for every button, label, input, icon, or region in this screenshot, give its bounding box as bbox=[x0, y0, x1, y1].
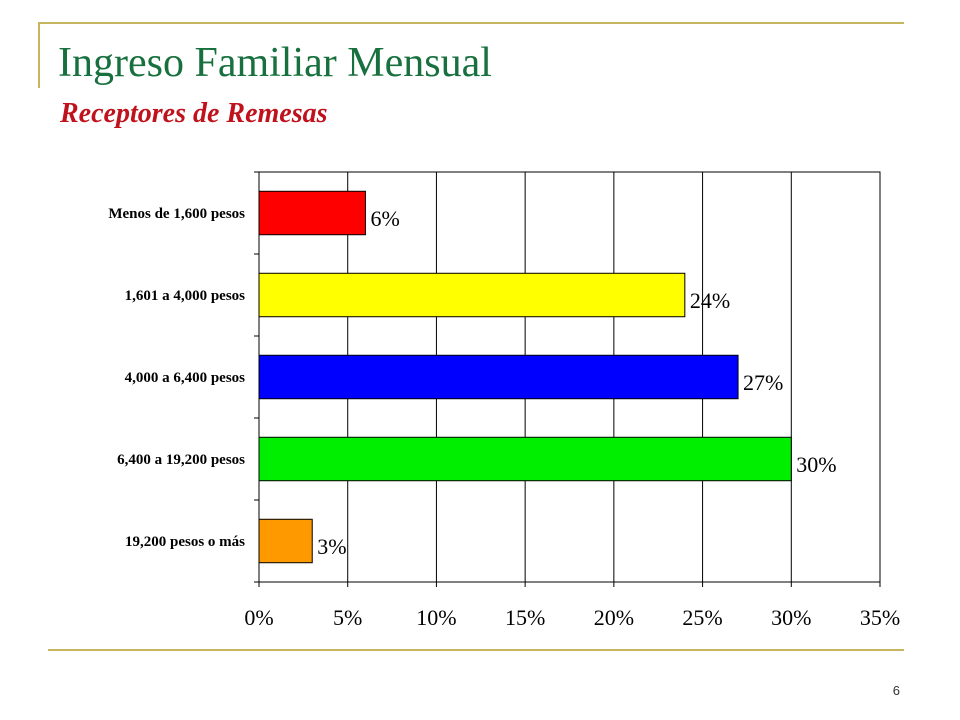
bar bbox=[258, 518, 313, 564]
bar bbox=[258, 272, 686, 318]
x-tick-label: 10% bbox=[416, 605, 456, 630]
data-label: 24% bbox=[690, 288, 730, 313]
data-label: 6% bbox=[370, 206, 399, 231]
top-rule bbox=[40, 22, 904, 24]
x-tick-label: 5% bbox=[333, 605, 362, 630]
x-tick-label: 30% bbox=[771, 605, 811, 630]
category-label: 4,000 a 6,400 pesos bbox=[125, 370, 246, 386]
page-number: 6 bbox=[892, 683, 900, 698]
bottom-rule bbox=[48, 649, 904, 651]
data-label: 3% bbox=[317, 534, 346, 559]
bar bbox=[258, 436, 792, 482]
data-label: 27% bbox=[743, 370, 783, 395]
chart-axes: 0% 5% 10% 15% 20% 25% 30% 35% bbox=[244, 171, 900, 630]
x-tick-label: 0% bbox=[244, 605, 273, 630]
slide-subtitle: Receptores de Remesas bbox=[60, 98, 328, 129]
category-label: 19,200 pesos o más bbox=[125, 534, 245, 550]
chart-bars bbox=[258, 190, 792, 564]
x-tick-label: 35% bbox=[860, 605, 900, 630]
category-label: 6,400 a 19,200 pesos bbox=[117, 452, 245, 468]
left-rule bbox=[38, 22, 40, 88]
data-label: 30% bbox=[796, 452, 836, 477]
bar bbox=[258, 354, 739, 400]
x-tick-label: 20% bbox=[594, 605, 634, 630]
x-tick-label: 15% bbox=[505, 605, 545, 630]
slide-title: Ingreso Familiar Mensual bbox=[58, 40, 492, 86]
bar bbox=[258, 190, 366, 236]
x-tick-label: 25% bbox=[682, 605, 722, 630]
category-label: 1,601 a 4,000 pesos bbox=[125, 288, 246, 304]
chart-labels: Menos de 1,600 pesos 6% 1,601 a 4,000 peso… bbox=[108, 206, 836, 559]
category-label: Menos de 1,600 pesos bbox=[108, 206, 245, 222]
